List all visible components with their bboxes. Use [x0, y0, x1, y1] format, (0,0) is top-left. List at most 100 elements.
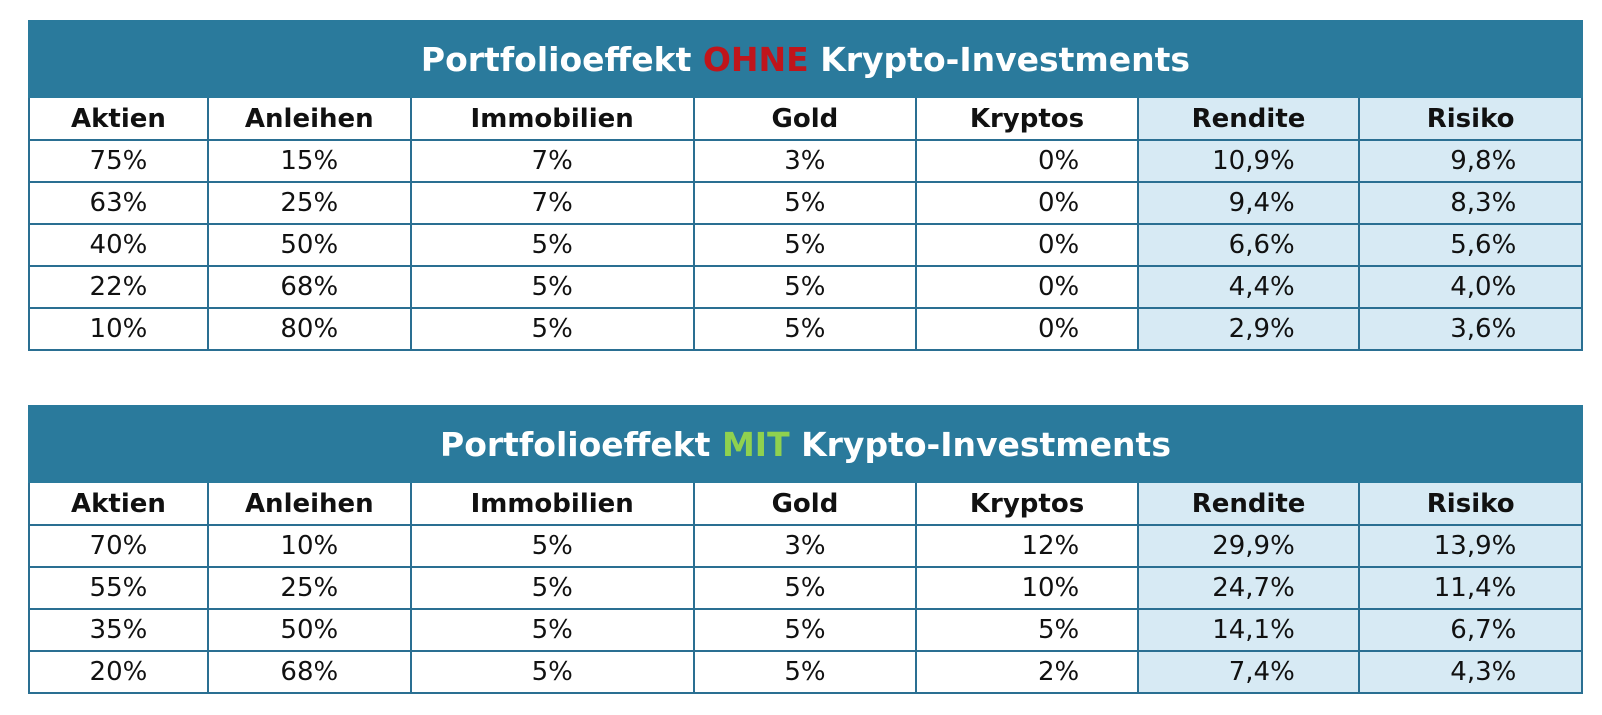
- cell-anleihen: 15%: [206, 139, 412, 183]
- table-row: 10% 80% 5% 5% 0% 2,9% 3,6%: [28, 307, 1583, 351]
- cell-aktien: 70%: [28, 524, 209, 568]
- cell-anleihen: 68%: [206, 265, 412, 309]
- cell-gold: 3%: [692, 139, 918, 183]
- cell-immobilien: 5%: [409, 524, 695, 568]
- title-highlight-ohne: OHNE: [702, 39, 809, 79]
- table-title: Portfolioeffekt OHNE Krypto-Investments: [28, 20, 1583, 98]
- col-header-aktien: Aktien: [28, 96, 209, 141]
- cell-anleihen: 50%: [206, 223, 412, 267]
- cell-rendite-value: 2,9%: [1228, 314, 1295, 344]
- title-prefix: Portfolioeffekt: [440, 424, 722, 464]
- cell-rendite: 7,4%: [1136, 650, 1361, 694]
- col-header-gold: Gold: [692, 481, 918, 526]
- cell-rendite-value: 24,7%: [1212, 573, 1295, 603]
- title-suffix: Krypto-Investments: [808, 39, 1191, 79]
- col-header-gold: Gold: [692, 96, 918, 141]
- col-header-rendite: Rendite: [1136, 481, 1361, 526]
- col-header-aktien: Aktien: [28, 481, 209, 526]
- cell-risiko-value: 3,6%: [1450, 314, 1517, 344]
- cell-immobilien: 7%: [409, 181, 695, 225]
- cell-risiko: 4,0%: [1358, 265, 1583, 309]
- cell-kryptos-value: 0%: [1037, 272, 1080, 302]
- cell-anleihen: 25%: [206, 181, 412, 225]
- cell-aktien: 22%: [28, 265, 209, 309]
- col-header-kryptos: Kryptos: [915, 96, 1139, 141]
- cell-rendite-value: 7,4%: [1228, 657, 1295, 687]
- cell-anleihen: 68%: [206, 650, 412, 694]
- cell-rendite: 29,9%: [1136, 524, 1361, 568]
- cell-kryptos-value: 0%: [1037, 314, 1080, 344]
- cell-gold: 5%: [692, 181, 918, 225]
- cell-kryptos-value: 0%: [1037, 230, 1080, 260]
- cell-rendite: 10,9%: [1136, 139, 1361, 183]
- title-suffix: Krypto-Investments: [789, 424, 1171, 464]
- cell-rendite: 6,6%: [1136, 223, 1361, 267]
- cell-aktien: 55%: [28, 566, 209, 610]
- cell-immobilien: 5%: [409, 608, 695, 652]
- cell-rendite: 14,1%: [1136, 608, 1361, 652]
- cell-risiko-value: 9,8%: [1450, 146, 1517, 176]
- cell-risiko-value: 11,4%: [1433, 573, 1517, 603]
- column-header-row: Aktien Anleihen Immobilien Gold Kryptos …: [28, 96, 1583, 141]
- cell-immobilien: 5%: [409, 307, 695, 351]
- cell-gold: 5%: [692, 223, 918, 267]
- cell-risiko: 5,6%: [1358, 223, 1583, 267]
- cell-immobilien: 5%: [409, 223, 695, 267]
- cell-aktien: 20%: [28, 650, 209, 694]
- cell-gold: 5%: [692, 650, 918, 694]
- cell-kryptos-value: 0%: [1037, 146, 1080, 176]
- cell-kryptos-value: 2%: [1038, 657, 1080, 687]
- cell-kryptos: 0%: [915, 307, 1139, 351]
- cell-gold: 3%: [692, 524, 918, 568]
- cell-rendite-value: 14,1%: [1212, 615, 1295, 645]
- table-row: 20% 68% 5% 5% 2% 7,4% 4,3%: [28, 650, 1583, 694]
- cell-immobilien: 5%: [409, 265, 695, 309]
- cell-kryptos-value: 12%: [1021, 531, 1080, 561]
- column-header-row: Aktien Anleihen Immobilien Gold Kryptos …: [28, 481, 1583, 526]
- cell-anleihen: 10%: [206, 524, 412, 568]
- cell-kryptos: 12%: [915, 524, 1139, 568]
- col-header-kryptos: Kryptos: [915, 481, 1139, 526]
- cell-risiko: 9,8%: [1358, 139, 1583, 183]
- table-row: 22% 68% 5% 5% 0% 4,4% 4,0%: [28, 265, 1583, 309]
- table-row: 40% 50% 5% 5% 0% 6,6% 5,6%: [28, 223, 1583, 267]
- cell-aktien: 75%: [28, 139, 209, 183]
- cell-rendite-value: 9,4%: [1228, 188, 1295, 218]
- cell-anleihen: 50%: [206, 608, 412, 652]
- cell-aktien: 35%: [28, 608, 209, 652]
- cell-kryptos: 2%: [915, 650, 1139, 694]
- cell-immobilien: 7%: [409, 139, 695, 183]
- cell-risiko-value: 4,0%: [1450, 272, 1517, 302]
- cell-risiko-value: 4,3%: [1450, 657, 1517, 687]
- cell-risiko: 6,7%: [1358, 608, 1583, 652]
- cell-immobilien: 5%: [409, 650, 695, 694]
- cell-rendite: 24,7%: [1136, 566, 1361, 610]
- cell-rendite-value: 29,9%: [1212, 531, 1295, 561]
- cell-risiko: 11,4%: [1358, 566, 1583, 610]
- cell-risiko-value: 8,3%: [1450, 188, 1517, 218]
- cell-aktien: 10%: [28, 307, 209, 351]
- cell-rendite-value: 6,6%: [1228, 230, 1295, 260]
- col-header-risiko: Risiko: [1358, 96, 1583, 141]
- cell-kryptos: 10%: [915, 566, 1139, 610]
- cell-kryptos-value: 0%: [1037, 188, 1080, 218]
- cell-kryptos: 5%: [915, 608, 1139, 652]
- table-row: 75% 15% 7% 3% 0% 10,9% 9,8%: [28, 139, 1583, 183]
- table-row: 35% 50% 5% 5% 5% 14,1% 6,7%: [28, 608, 1583, 652]
- col-header-anleihen: Anleihen: [206, 481, 412, 526]
- cell-rendite: 4,4%: [1136, 265, 1361, 309]
- cell-gold: 5%: [692, 566, 918, 610]
- cell-kryptos-value: 5%: [1038, 615, 1080, 645]
- cell-kryptos: 0%: [915, 223, 1139, 267]
- col-header-immobilien: Immobilien: [409, 96, 695, 141]
- table-row: 55% 25% 5% 5% 10% 24,7% 11,4%: [28, 566, 1583, 610]
- table-row: 70% 10% 5% 3% 12% 29,9% 13,9%: [28, 524, 1583, 568]
- cell-immobilien: 5%: [409, 566, 695, 610]
- cell-gold: 5%: [692, 307, 918, 351]
- table-title: Portfolioeffekt MIT Krypto-Investments: [28, 405, 1583, 483]
- portfolio-table-mit-krypto: Portfolioeffekt MIT Krypto-Investments A…: [28, 405, 1583, 694]
- cell-gold: 5%: [692, 265, 918, 309]
- cell-aktien: 63%: [28, 181, 209, 225]
- cell-risiko-value: 5,6%: [1450, 230, 1517, 260]
- table-row: 63% 25% 7% 5% 0% 9,4% 8,3%: [28, 181, 1583, 225]
